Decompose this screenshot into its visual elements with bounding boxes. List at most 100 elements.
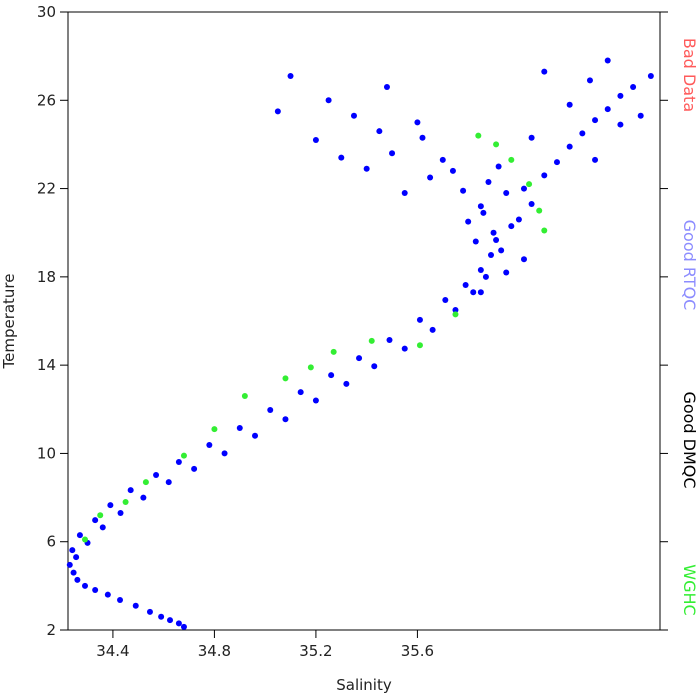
data-point (74, 576, 81, 583)
data-point (416, 316, 423, 323)
data-point (383, 84, 390, 91)
data-point (267, 406, 274, 413)
data-point (66, 561, 73, 568)
data-point (439, 156, 446, 163)
data-point (482, 273, 489, 280)
data-point (617, 121, 624, 128)
data-point (401, 345, 408, 352)
legend-label: Good RTQC (680, 220, 699, 311)
data-point (117, 510, 124, 517)
x-tick-label: 34.8 (198, 642, 231, 660)
data-point (117, 596, 124, 603)
data-point (180, 623, 187, 630)
data-point (338, 154, 345, 161)
data-point (520, 256, 527, 263)
data-point (460, 187, 467, 194)
y-tick-label: 10 (37, 444, 56, 462)
data-point (175, 620, 182, 627)
data-point (142, 479, 149, 486)
data-point (586, 77, 593, 84)
data-point (287, 73, 294, 80)
data-point (191, 465, 198, 472)
data-point (175, 459, 182, 466)
data-point (536, 207, 543, 214)
data-point (76, 532, 83, 539)
data-point (477, 267, 484, 274)
data-point (146, 608, 153, 615)
data-point (70, 569, 77, 576)
data-point (82, 582, 89, 589)
data-point (73, 554, 80, 561)
data-point (401, 189, 408, 196)
y-tick-label: 6 (46, 533, 56, 551)
data-point (637, 112, 644, 119)
y-tick-label: 26 (37, 91, 56, 109)
data-point (579, 130, 586, 137)
data-point (604, 57, 611, 64)
data-point (503, 269, 510, 276)
data-point (566, 143, 573, 150)
x-tick-label: 35.2 (299, 642, 332, 660)
data-point (427, 174, 434, 181)
data-point (414, 119, 421, 126)
data-point (282, 375, 289, 382)
data-point (140, 494, 147, 501)
data-point (312, 397, 319, 404)
data-point (330, 348, 337, 355)
y-axis-label: Temperature (0, 273, 18, 369)
data-point (371, 363, 378, 370)
data-point (297, 389, 304, 396)
data-point (122, 498, 129, 505)
data-point (508, 156, 515, 163)
data-point (167, 617, 174, 624)
data-point (99, 524, 106, 531)
data-point (553, 159, 560, 166)
data-point (566, 101, 573, 108)
data-point (541, 68, 548, 75)
y-tick-label: 30 (37, 3, 56, 21)
data-point (465, 218, 472, 225)
data-point (630, 84, 637, 91)
data-point (343, 380, 350, 387)
y-tick-label: 2 (46, 621, 56, 639)
data-point (236, 425, 243, 432)
data-point (452, 311, 459, 318)
data-point (449, 167, 456, 174)
data-point (92, 587, 99, 594)
data-point (282, 416, 289, 423)
data-point (604, 106, 611, 113)
data-point (488, 252, 495, 259)
legend-label: WGHC (680, 564, 699, 615)
data-point (520, 185, 527, 192)
data-point (592, 156, 599, 163)
data-point (363, 165, 370, 172)
data-point (477, 289, 484, 296)
data-point (477, 203, 484, 210)
y-tick-label: 14 (37, 356, 56, 374)
data-point (127, 487, 134, 494)
data-point (211, 426, 218, 433)
data-point (498, 247, 505, 254)
data-point (490, 229, 497, 236)
data-point (495, 163, 502, 170)
data-point (472, 238, 479, 245)
data-point (647, 73, 654, 80)
data-point (592, 117, 599, 124)
data-point (104, 591, 111, 598)
data-point (416, 342, 423, 349)
data-point (328, 372, 335, 379)
data-point (221, 450, 228, 457)
data-point (376, 128, 383, 135)
legend-label: Bad Data (680, 38, 699, 112)
data-point (325, 97, 332, 104)
data-point (493, 236, 500, 243)
data-point (386, 336, 393, 343)
data-point (97, 512, 104, 519)
data-point (429, 326, 436, 333)
data-point (107, 502, 114, 509)
x-tick-label: 35.6 (401, 642, 434, 660)
data-point (389, 150, 396, 157)
data-point (241, 393, 248, 400)
